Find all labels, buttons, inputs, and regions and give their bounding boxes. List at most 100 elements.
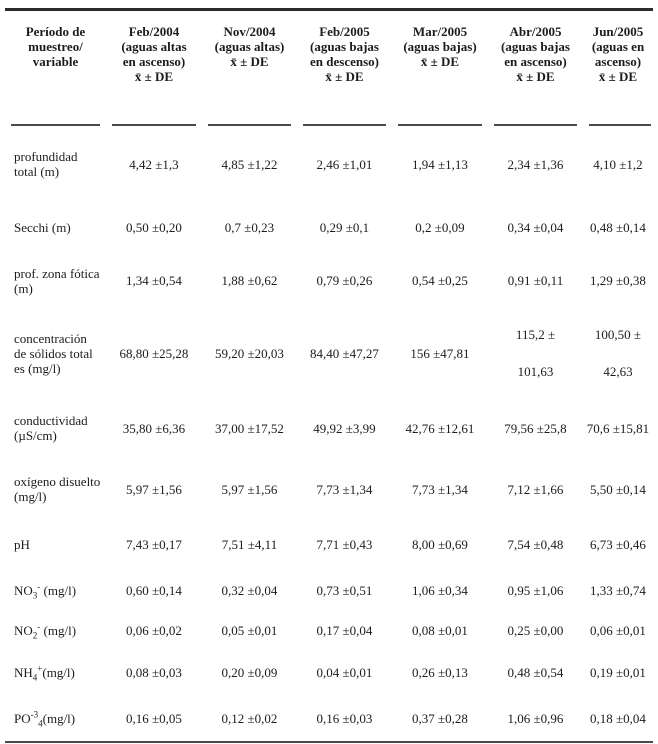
cell-ph-feb-2004: 7,43 ±0,17: [126, 536, 182, 552]
label-part: concentración de sólidos total es (mg/l): [14, 330, 93, 376]
table-row-no3: NO3- (mg/l) 0,60 ±0,14 0,32 ±0,04 0,73 ±0,5…: [5, 569, 653, 611]
cell-no3-feb-2004: 0,60 ±0,14: [126, 582, 182, 598]
cell-concentracion-solidos-totales-jun-2005: 100,50 ± 42,63: [583, 309, 653, 397]
cell-no3-feb-2005: 0,73 ±0,51: [316, 582, 373, 598]
column-header-line: x̄ ± DE: [420, 54, 460, 69]
label-part: Secchi (m): [14, 219, 71, 235]
table-row-oxigeno-disuelto: oxígeno disuelto (mg/l) 5,97 ±1,56 5,97 ±1…: [5, 459, 653, 519]
cell-concentracion-solidos-totales-mar-2005: 156 ±47,81: [410, 345, 470, 361]
column-header-line: Mar/2005: [412, 24, 468, 39]
column-header-nov-2004: Nov/2004 (aguas altas) x̄ ± DE: [202, 11, 297, 126]
cell-profundidad-total-feb-2005: 2,46 ±1,01: [316, 156, 373, 172]
cell-po4-nov-2004: 0,12 ±0,02: [221, 710, 278, 726]
cell-secchi-feb-2005: 0,29 ±0,1: [319, 219, 370, 235]
cell-nh4-feb-2004: 0,08 ±0,03: [126, 664, 182, 680]
column-header-line: ascenso): [594, 54, 642, 69]
cell-prof-zona-fotica-jun-2005: 1,29 ±0,38: [590, 273, 646, 288]
cell-concentracion-solidos-totales-feb-2005: 84,40 ±47,27: [310, 345, 379, 361]
cell-oxigeno-disuelto-jun-2005: 5,50 ±0,14: [590, 481, 646, 497]
row-variable-label: conductividad (µS/cm): [5, 397, 106, 459]
column-header-line: (aguas altas): [214, 39, 285, 54]
column-header-line: (aguas en: [591, 39, 645, 54]
column-header-line: (aguas bajas: [501, 39, 570, 54]
cell-no3-jun-2005: 1,33 ±0,74: [590, 582, 646, 598]
label-part: 4: [38, 718, 43, 729]
cell-secchi-mar-2005: 0,2 ±0,09: [415, 219, 465, 235]
cell-value-line: 115,2 ±: [515, 327, 556, 342]
row-variable-label: profundidad total (m): [5, 126, 106, 202]
label-part: -: [37, 581, 41, 592]
cell-nh4-nov-2004: 0,20 ±0,09: [221, 664, 278, 680]
column-header-line: x̄ ± DE: [230, 54, 269, 69]
cell-value-line: 42,63: [603, 364, 633, 379]
cell-profundidad-total-abr-2005: 2,34 ±1,36: [507, 156, 564, 172]
table-row-no2: NO2- (mg/l) 0,06 ±0,02 0,05 ±0,01 0,17 ±0,0…: [5, 611, 653, 649]
cell-ph-mar-2005: 8,00 ±0,69: [412, 536, 468, 552]
table-row-nh4: NH4+(mg/l) 0,08 ±0,03 0,20 ±0,09 0,04 ±0,01…: [5, 649, 653, 695]
column-header-line: Período de: [25, 24, 86, 39]
cell-oxigeno-disuelto-mar-2005: 7,73 ±1,34: [412, 481, 468, 497]
cell-conductividad-jun-2005: 70,6 ±15,81: [586, 420, 650, 436]
column-header-line: (aguas bajas): [403, 39, 477, 54]
cell-no2-abr-2005: 0,25 ±0,00: [507, 622, 564, 638]
cell-po4-mar-2005: 0,37 ±0,28: [412, 710, 468, 726]
cell-nh4-feb-2005: 0,04 ±0,01: [316, 664, 373, 680]
label-part: 3: [32, 590, 38, 601]
cell-concentracion-solidos-totales-feb-2004: 68,80 ±25,28: [119, 345, 189, 361]
table-row-concentracion-solidos-totales: concentración de sólidos total es (mg/l)…: [5, 309, 653, 397]
cell-ph-nov-2004: 7,51 ±4,11: [221, 536, 278, 552]
cell-prof-zona-fotica-abr-2005: 0,91 ±0,11: [507, 273, 564, 288]
label-part: +: [37, 663, 43, 674]
cell-concentracion-solidos-totales-nov-2004: 59,20 ±20,03: [215, 345, 284, 361]
cell-prof-zona-fotica-feb-2005: 0,79 ±0,26: [316, 273, 373, 288]
cell-conductividad-feb-2004: 35,80 ±6,36: [122, 420, 186, 436]
column-header-jun-2005: Jun/2005 (aguas en ascenso) x̄ ± DE: [583, 11, 653, 126]
table-row-secchi: Secchi (m) 0,50 ±0,20 0,7 ±0,23 0,29 ±0,1 0,…: [5, 202, 653, 252]
label-part: 4: [32, 672, 38, 683]
label-part: 2: [32, 630, 38, 641]
label-part: conductividad (µS/cm): [14, 413, 88, 443]
table-row-po4: PO-34(mg/l) 0,16 ±0,05 0,12 ±0,02 0,16 ±0,0…: [5, 695, 653, 741]
label-part: profundidad total (m): [14, 149, 78, 179]
cell-profundidad-total-nov-2004: 4,85 ±1,22: [221, 156, 278, 172]
column-header-line: Jun/2005: [592, 24, 644, 39]
column-header-line: variable: [32, 54, 79, 69]
label-part: (mg/l): [42, 710, 76, 726]
cell-secchi-abr-2005: 0,34 ±0,04: [507, 219, 564, 235]
column-header-line: Feb/2004: [128, 24, 180, 39]
row-variable-label: concentración de sólidos total es (mg/l): [5, 309, 106, 397]
cell-conductividad-mar-2005: 42,76 ±12,61: [405, 420, 475, 436]
table-row-profundidad-total: profundidad total (m) 4,42 ±1,3 4,85 ±1,22…: [5, 126, 653, 202]
cell-po4-feb-2005: 0,16 ±0,03: [316, 710, 373, 726]
column-header-line: x̄ ± DE: [516, 69, 555, 84]
cell-oxigeno-disuelto-nov-2004: 5,97 ±1,56: [221, 481, 278, 497]
column-header-feb-2004: Feb/2004 (aguas altas en ascenso) x̄ ± DE: [106, 11, 202, 126]
cell-no3-abr-2005: 0,95 ±1,06: [507, 582, 564, 598]
cell-no3-mar-2005: 1,06 ±0,34: [412, 582, 468, 598]
cell-value-line: 101,63: [517, 364, 554, 379]
label-part: (mg/l): [40, 582, 77, 598]
cell-no2-jun-2005: 0,06 ±0,01: [590, 622, 646, 638]
cell-nh4-jun-2005: 0,19 ±0,01: [590, 664, 646, 680]
label-part: PO: [14, 710, 31, 726]
row-variable-label: NH4+(mg/l): [5, 649, 106, 695]
cell-conductividad-feb-2005: 49,92 ±3,99: [313, 420, 376, 436]
cell-secchi-feb-2004: 0,50 ±0,20: [126, 219, 182, 235]
column-header-line: (aguas bajas: [310, 39, 379, 54]
row-variable-label: oxígeno disuelto (mg/l): [5, 459, 106, 519]
cell-po4-feb-2004: 0,16 ±0,05: [126, 710, 182, 726]
table-row-ph: pH 7,43 ±0,17 7,51 ±4,11 7,71 ±0,43 8,00 ±0,…: [5, 519, 653, 569]
cell-oxigeno-disuelto-abr-2005: 7,12 ±1,66: [507, 481, 564, 497]
row-variable-label: NO2- (mg/l): [5, 611, 106, 649]
cell-conductividad-abr-2005: 79,56 ±25,8: [504, 420, 567, 436]
table-row-prof-zona-fotica: prof. zona fótica (m) 1,34 ±0,54 1,88 ±0,6…: [5, 252, 653, 309]
cell-ph-abr-2005: 7,54 ±0,48: [507, 536, 564, 552]
column-header-line: en descenso): [310, 54, 379, 69]
column-header-line: x̄ ± DE: [598, 69, 638, 84]
cell-secchi-jun-2005: 0,48 ±0,14: [590, 219, 646, 235]
label-part: (mg/l): [40, 622, 77, 638]
cell-no2-feb-2005: 0,17 ±0,04: [316, 622, 373, 638]
cell-prof-zona-fotica-feb-2004: 1,34 ±0,54: [126, 273, 182, 288]
cell-ph-feb-2005: 7,71 ±0,43: [316, 536, 373, 552]
